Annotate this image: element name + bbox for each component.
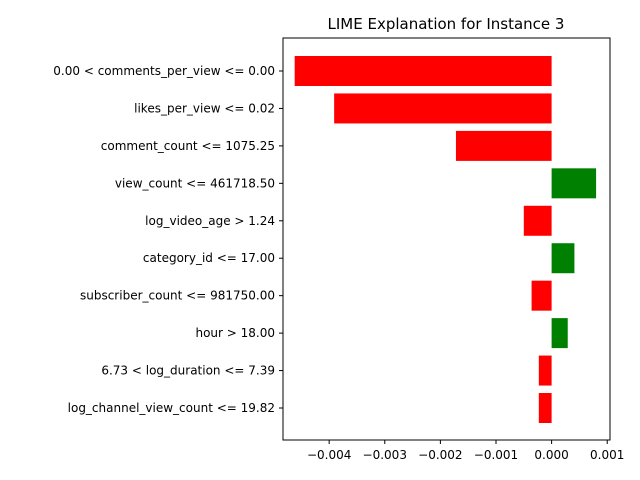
x-tick-label-5: 0.001 [590,448,624,462]
plot-area: 0.00 < comments_per_view <= 0.00 likes_pe… [53,37,624,462]
x-tick-label-2: −0.002 [418,448,462,462]
y-tick-label-7: hour > 18.00 [195,326,275,340]
y-tick-label-0: 0.00 < comments_per_view <= 0.00 [53,64,275,78]
bar-4 [523,205,552,236]
bar-8 [538,355,552,386]
bar-3 [551,168,597,199]
bar-0 [294,56,552,86]
x-tick-label-3: −0.001 [474,448,518,462]
y-tick-label-8: 6.73 < log_duration <= 7.39 [101,364,275,378]
x-tick-label-0: −0.004 [307,448,351,462]
y-tick-label-5: category_id <= 17.00 [143,251,275,265]
bar-5 [551,243,575,274]
y-tick-label-1: likes_per_view <= 0.02 [134,101,275,115]
axes-frame [282,37,611,441]
y-tick-label-3: view_count <= 461718.50 [115,176,275,190]
chart-title: LIME Explanation for Instance 3 [328,15,565,33]
y-tick-label-9: log_channel_view_count <= 19.82 [68,401,275,415]
x-tick-label-4: 0.000 [534,448,568,462]
bar-6 [531,280,552,311]
bar-9 [538,393,552,423]
bar-1 [334,93,552,124]
x-tick-label-1: −0.003 [363,448,407,462]
bar-7 [551,318,568,349]
y-tick-label-6: subscriber_count <= 981750.00 [80,289,275,303]
bar-2 [455,130,552,161]
y-tick-label-4: log_video_age > 1.24 [145,214,275,228]
y-tick-label-2: comment_count <= 1075.25 [101,139,275,153]
